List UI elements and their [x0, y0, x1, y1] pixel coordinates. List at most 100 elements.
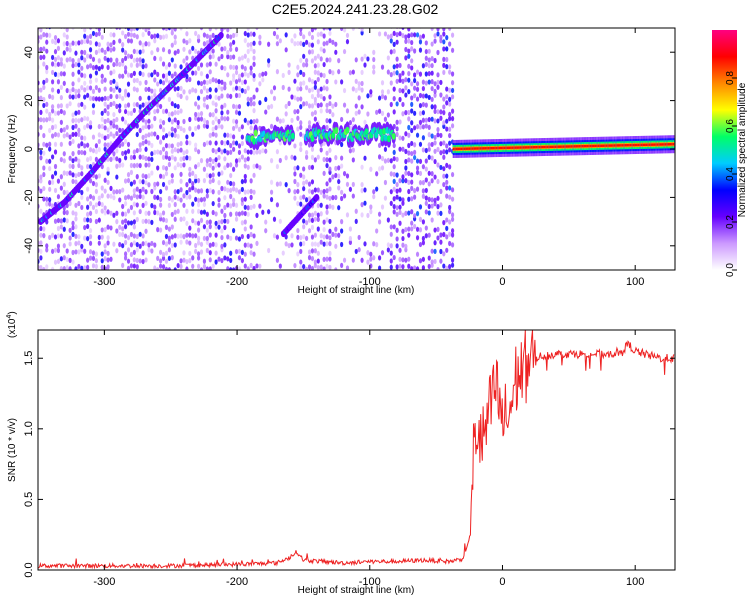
- heatmap-cell: [442, 31, 446, 37]
- heatmap-cell: [214, 87, 218, 93]
- heatmap-cell: [278, 181, 282, 187]
- heatmap-cell: [395, 32, 399, 38]
- heatmap-cell: [325, 107, 329, 114]
- heatmap-cell: [380, 80, 385, 86]
- heatmap-cell: [299, 120, 303, 126]
- heatmap-cell: [156, 47, 160, 53]
- heatmap-cell: [249, 262, 253, 268]
- heatmap-cell: [364, 128, 369, 136]
- heatmap-cell: [600, 144, 603, 147]
- heatmap-cell: [59, 256, 63, 262]
- heatmap-cell: [214, 116, 218, 122]
- heatmap-cell: [448, 28, 452, 31]
- heatmap-cell: [325, 209, 329, 215]
- heatmap-cell: [232, 118, 236, 124]
- heatmap-cell: [258, 72, 262, 78]
- heatmap-cell: [176, 92, 180, 98]
- heatmap-cell: [109, 32, 113, 38]
- heatmap-cell: [202, 224, 207, 230]
- heatmap-cell: [246, 211, 250, 217]
- heatmap-cell: [199, 71, 204, 77]
- heatmap-cell: [413, 125, 417, 131]
- heatmap-cell: [100, 201, 104, 208]
- heatmap-cell: [334, 194, 338, 201]
- heatmap-cell: [100, 78, 104, 85]
- heatmap-cell: [211, 200, 215, 207]
- heatmap-cell: [191, 233, 195, 239]
- heatmap-cell: [340, 228, 344, 234]
- heatmap-cell: [202, 85, 207, 91]
- heatmap-cell: [421, 240, 425, 246]
- heatmap-cell: [138, 61, 142, 67]
- heatmap-cell: [106, 209, 110, 215]
- heatmap-cell: [316, 102, 320, 109]
- heatmap-cell: [296, 200, 300, 207]
- heatmap-cell: [199, 241, 204, 247]
- heatmap-cell: [220, 219, 224, 225]
- heatmap-cell: [48, 234, 52, 241]
- heatmap-cell: [430, 96, 434, 103]
- heatmap-cell: [223, 132, 227, 138]
- heatmap-cell: [319, 264, 323, 270]
- heatmap-cell: [328, 28, 332, 31]
- heatmap-cell: [65, 87, 69, 94]
- heatmap-cell: [65, 40, 69, 47]
- heatmap-cell: [45, 69, 49, 75]
- heatmap-cell: [442, 220, 446, 226]
- heatmap-cell: [436, 235, 440, 241]
- heatmap-cell: [310, 248, 315, 254]
- heatmap-cell: [59, 108, 63, 115]
- heatmap-cell: [71, 112, 75, 118]
- heatmap-cell: [331, 112, 335, 118]
- heatmap-cell: [167, 267, 171, 270]
- heatmap-cell: [42, 132, 46, 139]
- heatmap-cell: [334, 232, 338, 238]
- heatmap-cell: [445, 162, 449, 168]
- heatmap-cell: [80, 72, 84, 78]
- heatmap-cell: [150, 142, 154, 149]
- heatmap-cell: [156, 108, 160, 114]
- heatmap-cell: [217, 84, 221, 90]
- heatmap-cell: [296, 40, 300, 47]
- heatmap-cell: [401, 257, 405, 263]
- heatmap-cell: [205, 162, 209, 168]
- heatmap-cell: [188, 171, 192, 178]
- heatmap-cell: [372, 64, 376, 70]
- snr-y-tick-label: 1.5: [23, 351, 35, 366]
- heatmap-cell: [86, 236, 90, 242]
- heatmap-cell: [328, 250, 332, 256]
- heatmap-cell: [543, 145, 546, 149]
- heatmap-cell: [322, 96, 326, 102]
- heatmap-cell: [199, 188, 204, 194]
- heatmap-cell: [68, 47, 72, 53]
- heatmap-cell: [170, 30, 174, 36]
- heatmap-cell: [293, 178, 297, 185]
- heatmap-cell: [88, 193, 93, 200]
- heatmap-cell: [167, 179, 171, 185]
- heatmap-cell: [411, 28, 413, 29]
- heatmap-cell: [322, 219, 326, 225]
- heatmap-cell: [401, 212, 405, 218]
- heatmap-cell: [275, 181, 280, 187]
- heatmap-cell: [138, 40, 142, 46]
- heatmap-cell: [404, 46, 408, 53]
- heatmap-cell: [167, 226, 171, 232]
- heatmap-cell: [103, 86, 107, 92]
- heatmap-cell: [436, 72, 440, 78]
- heatmap-cell: [395, 227, 399, 233]
- heatmap-cell: [284, 103, 288, 109]
- heatmap-cell: [77, 249, 81, 255]
- heatmap-cell: [450, 228, 455, 234]
- heatmap-cell: [415, 132, 420, 138]
- heatmap-cell: [121, 116, 125, 122]
- heatmap-cell: [363, 241, 367, 247]
- heatmap-cell: [226, 256, 230, 262]
- heatmap-cell: [156, 165, 160, 171]
- heatmap-cell: [328, 94, 332, 100]
- heatmap-cell: [284, 47, 288, 53]
- heatmap-cell: [196, 95, 201, 101]
- heatmap-cell: [252, 94, 256, 100]
- heatmap-cell: [427, 210, 431, 216]
- heatmap-cell: [135, 87, 139, 93]
